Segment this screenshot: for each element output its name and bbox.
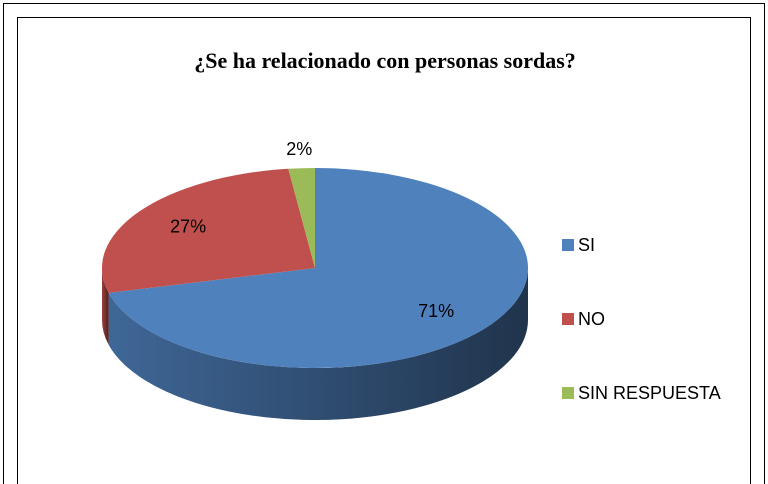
pie-slice (108, 168, 529, 368)
legend-label: SIN RESPUESTA (578, 383, 721, 403)
pie-sides (102, 268, 529, 420)
pie-side (102, 268, 109, 345)
value-label: 71% (418, 301, 454, 321)
legend-swatch (562, 387, 574, 399)
legend-label: NO (578, 309, 605, 329)
value-label: 2% (286, 139, 312, 159)
pie-slice (102, 168, 316, 293)
pie-side (108, 268, 529, 420)
legend-swatch (562, 239, 574, 251)
legend-label: SI (578, 235, 595, 255)
pie-slice (288, 168, 315, 268)
legend-swatch (562, 313, 574, 325)
outer-frame (3, 3, 765, 484)
inner-frame (17, 17, 751, 484)
chart-title: ¿Se ha relacionado con personas sordas? (194, 48, 576, 73)
value-label: 27% (170, 216, 206, 236)
